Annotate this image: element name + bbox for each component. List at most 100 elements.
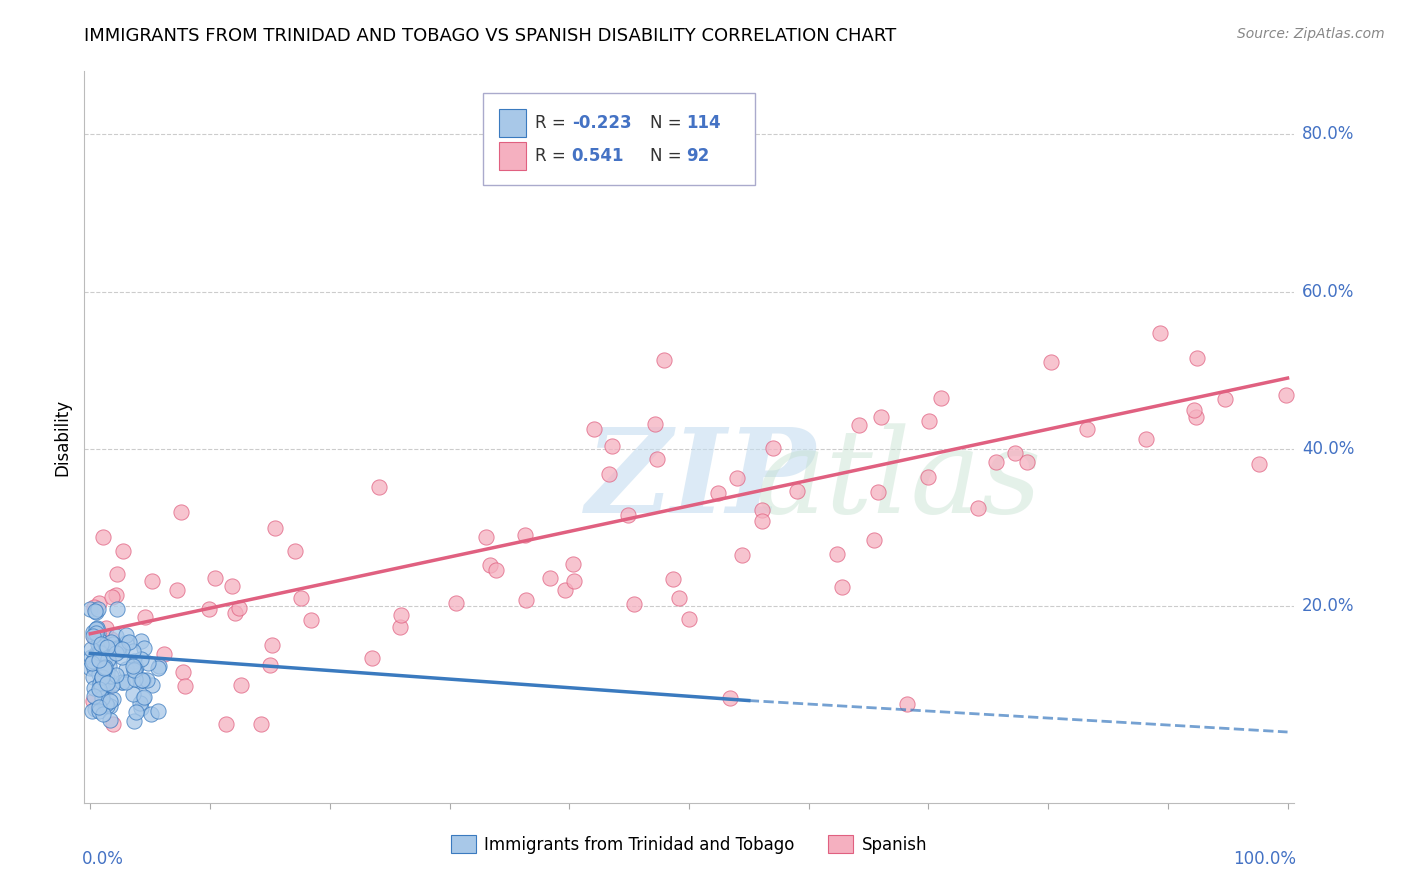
Point: [652, 352, 675, 367]
Point: [91, 706, 114, 721]
Point: [583, 422, 606, 436]
Point: [136, 673, 159, 687]
Point: [515, 528, 537, 542]
Point: [966, 501, 988, 516]
Point: [101, 691, 124, 706]
Point: [100, 669, 122, 683]
Point: [623, 597, 645, 611]
Point: [91, 670, 114, 684]
Point: [114, 628, 136, 642]
Point: [917, 470, 939, 484]
Point: [91, 673, 114, 688]
Point: [1275, 387, 1298, 401]
Point: [96, 678, 118, 692]
Point: [122, 714, 145, 728]
Point: [598, 467, 620, 482]
Point: [1017, 455, 1039, 469]
Point: [90, 680, 112, 694]
Point: [299, 614, 322, 628]
Point: [1039, 355, 1062, 369]
Point: [725, 471, 748, 485]
Point: [82, 624, 104, 639]
Text: Source: ZipAtlas.com: Source: ZipAtlas.com: [1237, 27, 1385, 41]
Point: [90, 690, 112, 705]
Point: [96, 665, 118, 680]
Point: [105, 602, 128, 616]
Point: [204, 571, 226, 585]
Point: [83, 630, 105, 644]
Point: [84, 623, 107, 637]
Point: [93, 661, 115, 675]
Text: 0.0%: 0.0%: [82, 850, 124, 868]
Point: [1149, 326, 1171, 340]
Text: -0.223: -0.223: [572, 114, 631, 132]
Point: [90, 637, 112, 651]
Text: 60.0%: 60.0%: [1302, 283, 1354, 301]
Point: [93, 530, 115, 544]
Point: [284, 544, 307, 558]
Text: 100.0%: 100.0%: [1233, 850, 1296, 868]
Point: [83, 661, 105, 675]
Point: [122, 687, 145, 701]
Point: [94, 641, 117, 656]
Point: [100, 632, 122, 647]
Point: [647, 451, 669, 466]
Point: [707, 486, 730, 500]
Point: [87, 596, 110, 610]
Point: [93, 649, 115, 664]
Point: [139, 706, 162, 721]
Point: [84, 631, 107, 645]
Point: [96, 621, 118, 635]
Point: [125, 705, 148, 719]
Point: [554, 582, 576, 597]
Point: [718, 691, 741, 706]
Point: [259, 658, 281, 673]
Point: [82, 654, 104, 668]
Y-axis label: Disability: Disability: [53, 399, 72, 475]
Point: [84, 605, 107, 619]
Point: [87, 601, 110, 615]
Point: [866, 485, 889, 500]
Point: [131, 633, 153, 648]
Point: [984, 455, 1007, 469]
Point: [94, 660, 117, 674]
Point: [105, 567, 128, 582]
Point: [115, 636, 138, 650]
Point: [111, 675, 134, 690]
Point: [105, 588, 128, 602]
Point: [134, 610, 156, 624]
Point: [661, 572, 683, 586]
Point: [166, 583, 188, 598]
Point: [91, 666, 114, 681]
Point: [97, 652, 120, 666]
Point: [562, 574, 585, 589]
Point: [170, 505, 193, 519]
Point: [132, 690, 155, 704]
Point: [1247, 457, 1270, 471]
Text: 80.0%: 80.0%: [1302, 125, 1354, 144]
Point: [93, 663, 115, 677]
Point: [221, 579, 243, 593]
Point: [98, 699, 121, 714]
Point: [105, 667, 128, 681]
Point: [124, 672, 146, 686]
Point: [82, 694, 104, 708]
Point: [538, 571, 561, 585]
Point: [825, 547, 848, 561]
Point: [1076, 422, 1098, 436]
Point: [444, 597, 467, 611]
Point: [148, 659, 170, 673]
Point: [389, 608, 412, 623]
Point: [115, 675, 138, 690]
Point: [172, 665, 194, 679]
Point: [84, 604, 107, 618]
Text: 0.541: 0.541: [572, 147, 624, 165]
Point: [89, 652, 111, 666]
Point: [98, 713, 121, 727]
Point: [111, 650, 134, 665]
Point: [918, 414, 941, 428]
Point: [250, 717, 273, 731]
Point: [644, 417, 666, 431]
Point: [600, 438, 623, 452]
Point: [1187, 351, 1209, 365]
